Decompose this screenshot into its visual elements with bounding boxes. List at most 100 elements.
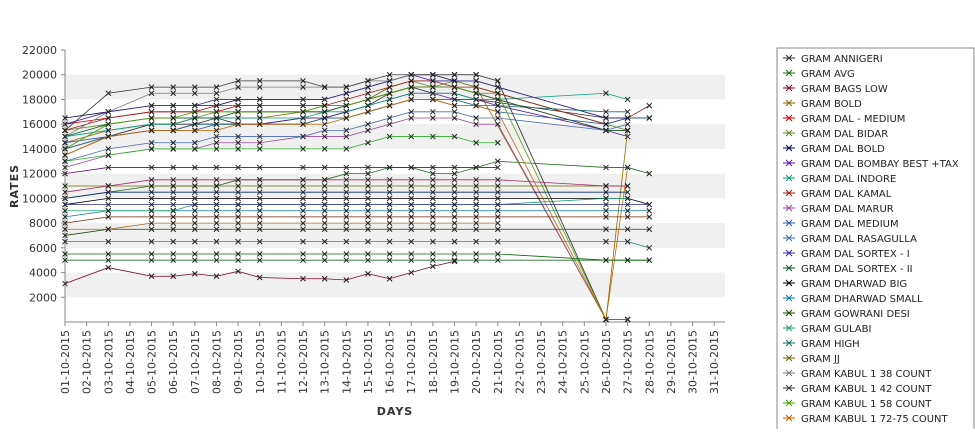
- data-point: [148, 195, 155, 202]
- legend-label: GRAM DAL BIDAR: [801, 129, 888, 140]
- data-point: [235, 207, 241, 214]
- legend-label: GRAM KABUL 1 58 COUNT: [801, 399, 932, 410]
- data-point: [105, 189, 112, 196]
- data-point: [256, 220, 263, 226]
- legend-marker: [785, 129, 793, 137]
- data-point: [256, 183, 263, 189]
- data-point: [386, 189, 393, 196]
- data-point: [430, 207, 436, 214]
- data-point: [105, 183, 112, 189]
- data-point: [365, 127, 371, 134]
- data-point: [494, 78, 501, 84]
- data-point: [191, 121, 198, 128]
- legend-label: GRAM DAL KAMAL: [801, 189, 892, 200]
- legend-label: GRAM DAL BOLD: [801, 144, 885, 155]
- data-point: [235, 102, 241, 109]
- data-point: [300, 275, 306, 282]
- data-point: [62, 214, 68, 220]
- data-point: [148, 273, 155, 280]
- data-point: [170, 115, 177, 121]
- legend-item: GRAM DAL MEDIUM: [783, 219, 899, 230]
- data-point: [300, 115, 306, 121]
- data-point: [473, 183, 480, 189]
- data-point: [603, 257, 609, 264]
- data-point: [365, 170, 371, 177]
- data-point: [451, 257, 458, 264]
- data-point: [386, 220, 393, 226]
- data-point: [408, 220, 415, 226]
- series: [62, 258, 458, 287]
- data-point: [321, 195, 328, 202]
- data-point: [430, 176, 436, 183]
- legend-marker: [785, 69, 793, 77]
- data-point: [494, 189, 501, 196]
- data-point: [170, 257, 177, 264]
- data-point: [213, 108, 220, 115]
- data-point: [62, 280, 68, 287]
- legend-label: GRAM DAL SORTEX - I: [801, 249, 910, 260]
- data-point: [494, 102, 501, 109]
- data-point: [170, 214, 177, 220]
- data-point: [451, 226, 458, 233]
- data-point: [386, 226, 393, 233]
- x-tick-label: 01-10-2015: [59, 330, 72, 394]
- data-point: [300, 201, 306, 208]
- data-point: [386, 214, 393, 220]
- data-point: [321, 164, 328, 171]
- legend-item: GRAM HIGH: [783, 339, 860, 350]
- data-point: [430, 164, 436, 171]
- data-point: [430, 251, 436, 257]
- data-point: [321, 238, 328, 245]
- data-point: [365, 270, 371, 277]
- x-tick-label: 30-10-2015: [687, 330, 700, 394]
- data-point: [321, 121, 328, 128]
- data-point: [321, 214, 328, 220]
- data-point: [105, 127, 112, 134]
- x-tick-label: 16-10-2015: [384, 330, 397, 394]
- legend-item: GRAM GOWRANI DESI: [783, 309, 910, 320]
- series: [62, 195, 653, 208]
- data-point: [494, 139, 501, 146]
- data-point: [451, 102, 458, 109]
- data-point: [365, 195, 371, 202]
- x-tick-label: 09-10-2015: [232, 330, 245, 394]
- data-point: [603, 115, 609, 121]
- x-tick-label: 13-10-2015: [319, 330, 332, 394]
- data-point: [343, 238, 350, 245]
- data-point: [603, 201, 609, 208]
- legend-marker: [785, 354, 793, 362]
- data-point: [105, 164, 112, 171]
- data-point: [386, 251, 393, 257]
- data-point: [321, 189, 328, 196]
- data-point: [408, 226, 415, 233]
- data-point: [343, 115, 350, 121]
- data-point: [430, 226, 436, 233]
- data-point: [408, 108, 415, 115]
- data-point: [256, 121, 263, 128]
- data-point: [365, 183, 371, 189]
- data-point: [235, 176, 241, 183]
- data-point: [235, 183, 241, 189]
- data-point: [451, 115, 458, 121]
- data-point: [408, 78, 415, 84]
- series-line: [64, 191, 628, 199]
- data-point: [300, 189, 306, 196]
- legend-item: GRAM ANNIGERI: [783, 54, 883, 65]
- data-point: [430, 170, 436, 177]
- data-point: [235, 84, 241, 90]
- series: [62, 84, 631, 323]
- data-point: [365, 96, 371, 103]
- legend-marker: [785, 159, 793, 167]
- data-point: [321, 176, 328, 183]
- data-point: [624, 133, 631, 140]
- data-point: [408, 176, 415, 183]
- data-point: [624, 238, 631, 245]
- data-point: [473, 115, 480, 121]
- data-point: [343, 108, 350, 115]
- data-point: [646, 244, 653, 251]
- data-point: [408, 269, 415, 276]
- data-point: [365, 207, 371, 214]
- data-point: [646, 257, 653, 264]
- data-point: [256, 164, 263, 171]
- data-point: [321, 201, 328, 208]
